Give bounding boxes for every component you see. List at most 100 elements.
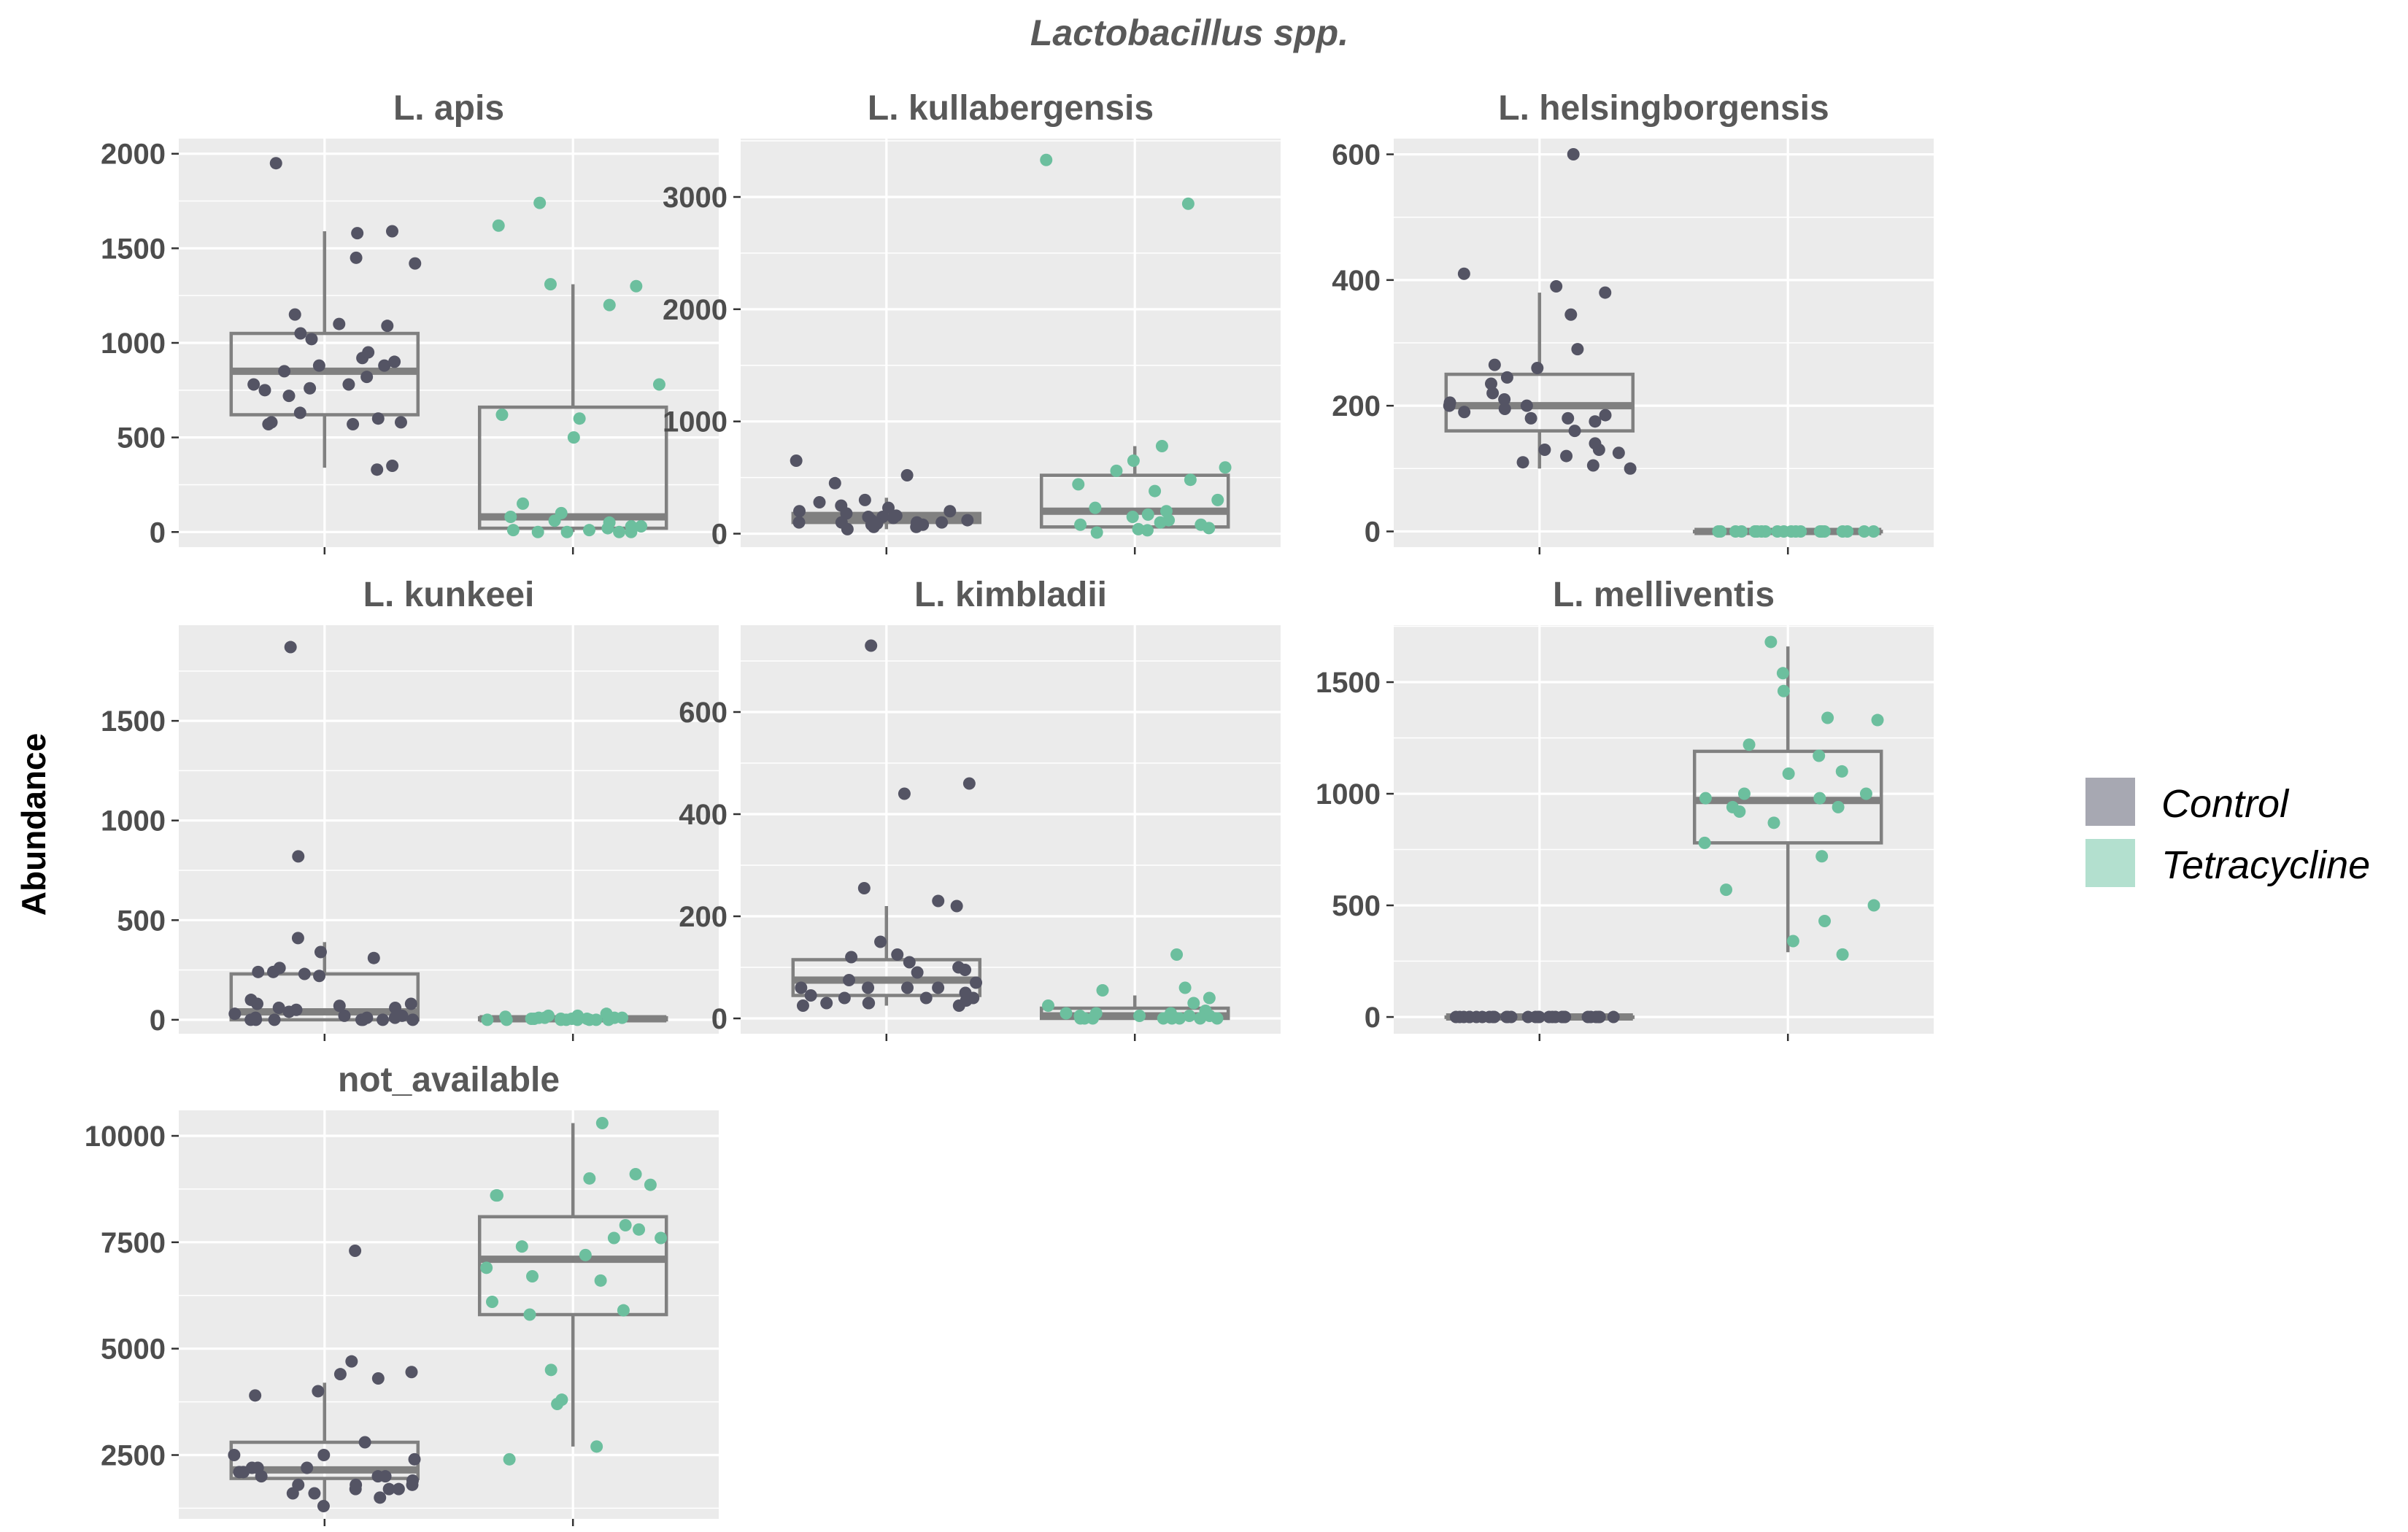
control-point <box>255 1470 268 1483</box>
tetracycline-point <box>616 1011 629 1024</box>
tetracycline-point <box>533 196 547 209</box>
y-tick-label: 2500 <box>101 1440 166 1472</box>
tetracycline-point <box>1184 473 1197 487</box>
tetracycline-point <box>503 1452 516 1466</box>
tetracycline-point <box>1867 525 1880 538</box>
control-point <box>1498 402 1511 415</box>
tetracycline-point <box>492 219 505 232</box>
control-point <box>360 1011 374 1024</box>
control-point <box>333 317 346 330</box>
control-point <box>1516 456 1529 469</box>
tetracycline-point <box>652 378 665 391</box>
control-point <box>317 1449 331 1461</box>
y-tick-label: 0 <box>1365 516 1381 548</box>
y-tick-label: 5000 <box>101 1334 166 1366</box>
y-tick-label: 2000 <box>663 294 728 326</box>
tetracycline-point <box>515 1240 528 1253</box>
tetracycline-point <box>1040 153 1053 166</box>
control-point <box>1500 371 1513 384</box>
tetracycline-point <box>531 525 544 538</box>
control-point <box>388 355 401 368</box>
panel-title: L. melliventis <box>1553 576 1775 614</box>
control-point <box>371 463 384 476</box>
chart-title: Lactobacillus spp. <box>1030 12 1348 53</box>
control-point <box>294 327 307 340</box>
control-point <box>970 976 983 989</box>
tetracycline-point <box>1183 1010 1196 1022</box>
y-tick-label: 0 <box>711 519 728 551</box>
control-point <box>272 1001 285 1014</box>
y-tick-label: 10000 <box>85 1121 166 1153</box>
tetracycline-point <box>1074 518 1087 531</box>
control-point <box>244 1013 258 1026</box>
tetracycline-point <box>607 1231 620 1245</box>
tetracycline-point <box>1726 800 1739 813</box>
tetracycline-point <box>485 1296 498 1308</box>
y-tick-label: 500 <box>117 422 166 454</box>
y-tick-label: 1000 <box>663 406 728 438</box>
control-point <box>278 365 291 378</box>
legend-label-tetracycline: Tetracycline <box>2161 843 2370 887</box>
control-point <box>228 1449 241 1461</box>
panel-l-helsingborgensis: 0 200 400 600 L. helsingborgensis <box>1332 89 1934 554</box>
tetracycline-point <box>595 1117 609 1129</box>
control-point <box>1607 1010 1620 1024</box>
control-point <box>406 1013 420 1026</box>
control-point <box>1567 148 1580 161</box>
tetracycline-point <box>1195 518 1208 531</box>
y-tick-label: 0 <box>1365 1002 1381 1034</box>
control-point <box>292 850 305 863</box>
control-point <box>312 359 325 372</box>
control-point <box>382 1482 395 1496</box>
control-point <box>911 966 924 979</box>
panel-l-kimbladii: 0 200 400 600 L. kimbladii <box>679 576 1281 1041</box>
tetracycline-point <box>1698 836 1711 849</box>
control-point <box>350 251 363 264</box>
tetracycline-point <box>1110 464 1123 477</box>
y-tick-label: 0 <box>150 517 166 549</box>
tetracycline-point <box>1090 526 1103 539</box>
control-point <box>333 999 346 1013</box>
control-point <box>269 157 282 170</box>
control-point <box>863 997 876 1010</box>
tetracycline-point <box>644 1178 657 1191</box>
tetracycline-point <box>1859 787 1872 800</box>
control-point <box>962 777 976 790</box>
y-tick-label: 1500 <box>101 705 166 738</box>
tetracycline-point <box>1858 525 1871 538</box>
tetracycline-point <box>506 524 520 537</box>
tetracycline-point <box>1786 935 1799 948</box>
tetracycline-point <box>583 1013 596 1026</box>
tetracycline-point <box>504 511 517 524</box>
control-point <box>932 894 945 908</box>
control-point <box>820 997 833 1010</box>
control-point <box>1488 358 1501 371</box>
tetracycline-point <box>1767 816 1780 829</box>
control-point <box>293 406 306 419</box>
panel-title: L. kullabergensis <box>868 89 1154 128</box>
control-point <box>1624 462 1637 475</box>
panel-title: not_available <box>338 1061 560 1099</box>
tetracycline-point <box>619 1219 632 1231</box>
tetracycline-point <box>544 1363 557 1377</box>
control-point <box>258 384 271 397</box>
y-tick-label: 0 <box>711 1003 728 1035</box>
panel-background <box>741 139 1281 547</box>
y-tick-label: 1000 <box>1316 778 1381 811</box>
control-point <box>308 1487 321 1500</box>
panel-background <box>741 625 1281 1034</box>
tetracycline-point <box>1141 524 1154 537</box>
tetracycline-point <box>1737 787 1751 800</box>
control-point <box>795 981 808 994</box>
control-point <box>249 1389 262 1402</box>
control-point <box>796 999 809 1012</box>
tetracycline-point <box>1776 667 1789 680</box>
control-point <box>804 989 817 1002</box>
tetracycline-point <box>1219 461 1232 474</box>
tetracycline-point <box>1194 1012 1207 1025</box>
tetracycline-point <box>481 1013 494 1026</box>
control-point <box>284 641 297 654</box>
control-point <box>1560 449 1573 463</box>
tetracycline-box <box>477 1215 668 1317</box>
